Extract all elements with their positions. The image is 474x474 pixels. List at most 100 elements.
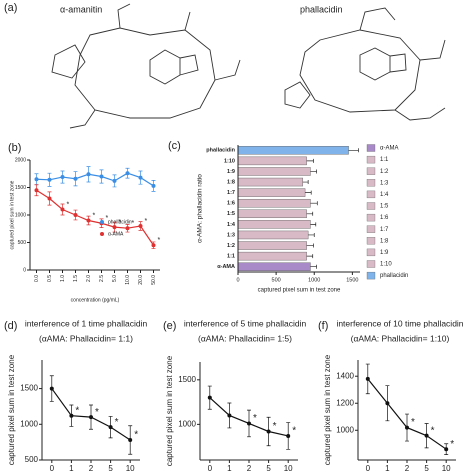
point <box>151 243 156 248</box>
annotation: * <box>411 417 415 428</box>
y-tick-label: 1:3 <box>227 232 235 238</box>
bar <box>237 198 311 208</box>
error-bar <box>310 264 317 269</box>
point <box>49 386 54 391</box>
point <box>47 177 52 182</box>
legend-label: α-AMA <box>108 231 124 237</box>
annotation: * <box>145 218 148 225</box>
legend-swatch <box>366 202 376 210</box>
legend-label: 1:5 <box>380 204 389 210</box>
y-tick-label: 1:7 <box>227 190 235 196</box>
legend-swatch <box>366 144 376 152</box>
y-axis-label: captured pixel sum in test zone <box>7 354 16 465</box>
x-tick-label: 0 <box>366 464 371 473</box>
y-tick-label: 1:8 <box>227 179 235 185</box>
panel-label: (c) <box>168 140 181 152</box>
point <box>227 413 232 418</box>
error-bar <box>310 222 317 227</box>
legend-swatch <box>366 248 376 257</box>
legend-swatch <box>366 155 376 164</box>
y-tick-label: 1500 <box>15 185 26 191</box>
x-tick-label: 2 <box>405 464 410 473</box>
bar <box>237 188 306 197</box>
legend-swatch <box>366 225 376 233</box>
chart-subtitle: (αAMA: Phallacidin= 1:5) <box>198 333 292 343</box>
bar <box>237 156 307 166</box>
y-tick-label: 1200 <box>336 398 354 407</box>
legend-label: 1:4 <box>380 192 389 198</box>
error-bar <box>306 254 314 259</box>
x-tick-label: 10 <box>284 464 293 473</box>
point <box>73 213 78 217</box>
chart-title: interference of 10 time phallacidin <box>336 318 463 328</box>
legend-label: phallacidin <box>108 219 132 225</box>
panel-label: (a) <box>4 2 17 14</box>
x-tick-label: 1000 <box>308 277 320 283</box>
y-tick-label: 1400 <box>336 371 354 380</box>
x-tick-label: 10 <box>442 464 451 473</box>
y-tick-label: 0 <box>23 267 26 273</box>
legend-swatch <box>366 271 376 280</box>
y-axis-label: α-AMA: phallacidin ratio <box>197 174 204 243</box>
point <box>47 196 52 201</box>
annotation: * <box>95 407 99 418</box>
error-bar <box>306 158 314 163</box>
annotation: * <box>431 425 435 436</box>
legend-label: 1:9 <box>380 250 389 256</box>
point <box>112 178 117 183</box>
point <box>69 413 74 418</box>
x-tick-label: 1.0 <box>60 275 66 282</box>
legend-swatch <box>366 213 376 222</box>
x-tick-label: 1.5 <box>73 275 79 282</box>
point <box>86 218 91 223</box>
y-tick-label: α-AMA <box>217 264 235 270</box>
legend-label: 1:10 <box>380 262 392 268</box>
annotation: * <box>119 219 122 226</box>
x-tick-label: 0.0 <box>34 275 40 282</box>
bar <box>237 146 349 155</box>
point <box>138 224 143 228</box>
x-tick-label: 5 <box>266 464 271 473</box>
point <box>286 433 291 438</box>
x-tick-label: 5 <box>108 464 113 473</box>
bar <box>237 230 309 240</box>
y-tick-label: 1:2 <box>227 243 235 249</box>
point <box>99 174 104 179</box>
legend-swatch <box>366 260 376 268</box>
panel-label: (d) <box>4 320 17 332</box>
point <box>138 175 143 180</box>
point <box>266 429 271 434</box>
bar <box>237 209 307 219</box>
legend-label: α-AMA <box>380 146 398 152</box>
annotation: * <box>132 220 135 227</box>
x-tick-label: 0 <box>208 464 213 473</box>
bar <box>237 241 307 250</box>
legend-swatch <box>366 167 376 175</box>
x-tick-label: 500 <box>272 277 281 283</box>
error-bar <box>305 190 312 195</box>
x-tick-label: 2 <box>89 464 94 473</box>
y-tick-label: 1:6 <box>227 201 235 207</box>
legend-label: 1:7 <box>380 227 389 233</box>
annotation: * <box>253 413 257 424</box>
series-line <box>36 172 154 187</box>
point <box>405 425 409 430</box>
x-tick-label: 0 <box>50 464 55 473</box>
structure-phallacidin <box>284 7 446 121</box>
y-tick-label: phallacidin <box>206 148 235 154</box>
bar <box>237 177 304 187</box>
point <box>73 176 78 181</box>
x-tick-label: 2.0 <box>86 275 92 282</box>
point <box>247 421 251 426</box>
error-bar <box>306 211 314 216</box>
point <box>151 183 156 188</box>
y-tick-label: 1:5 <box>227 211 235 217</box>
x-tick-label: 50.0 <box>151 275 157 285</box>
error-bar <box>306 243 314 248</box>
error-bar <box>310 201 318 206</box>
point <box>86 172 91 177</box>
y-tick-label: 1:10 <box>224 158 235 164</box>
legend-label: 1:6 <box>380 215 389 221</box>
chart-subtitle: (αAMA: Phallacidin= 1:10) <box>351 333 450 343</box>
